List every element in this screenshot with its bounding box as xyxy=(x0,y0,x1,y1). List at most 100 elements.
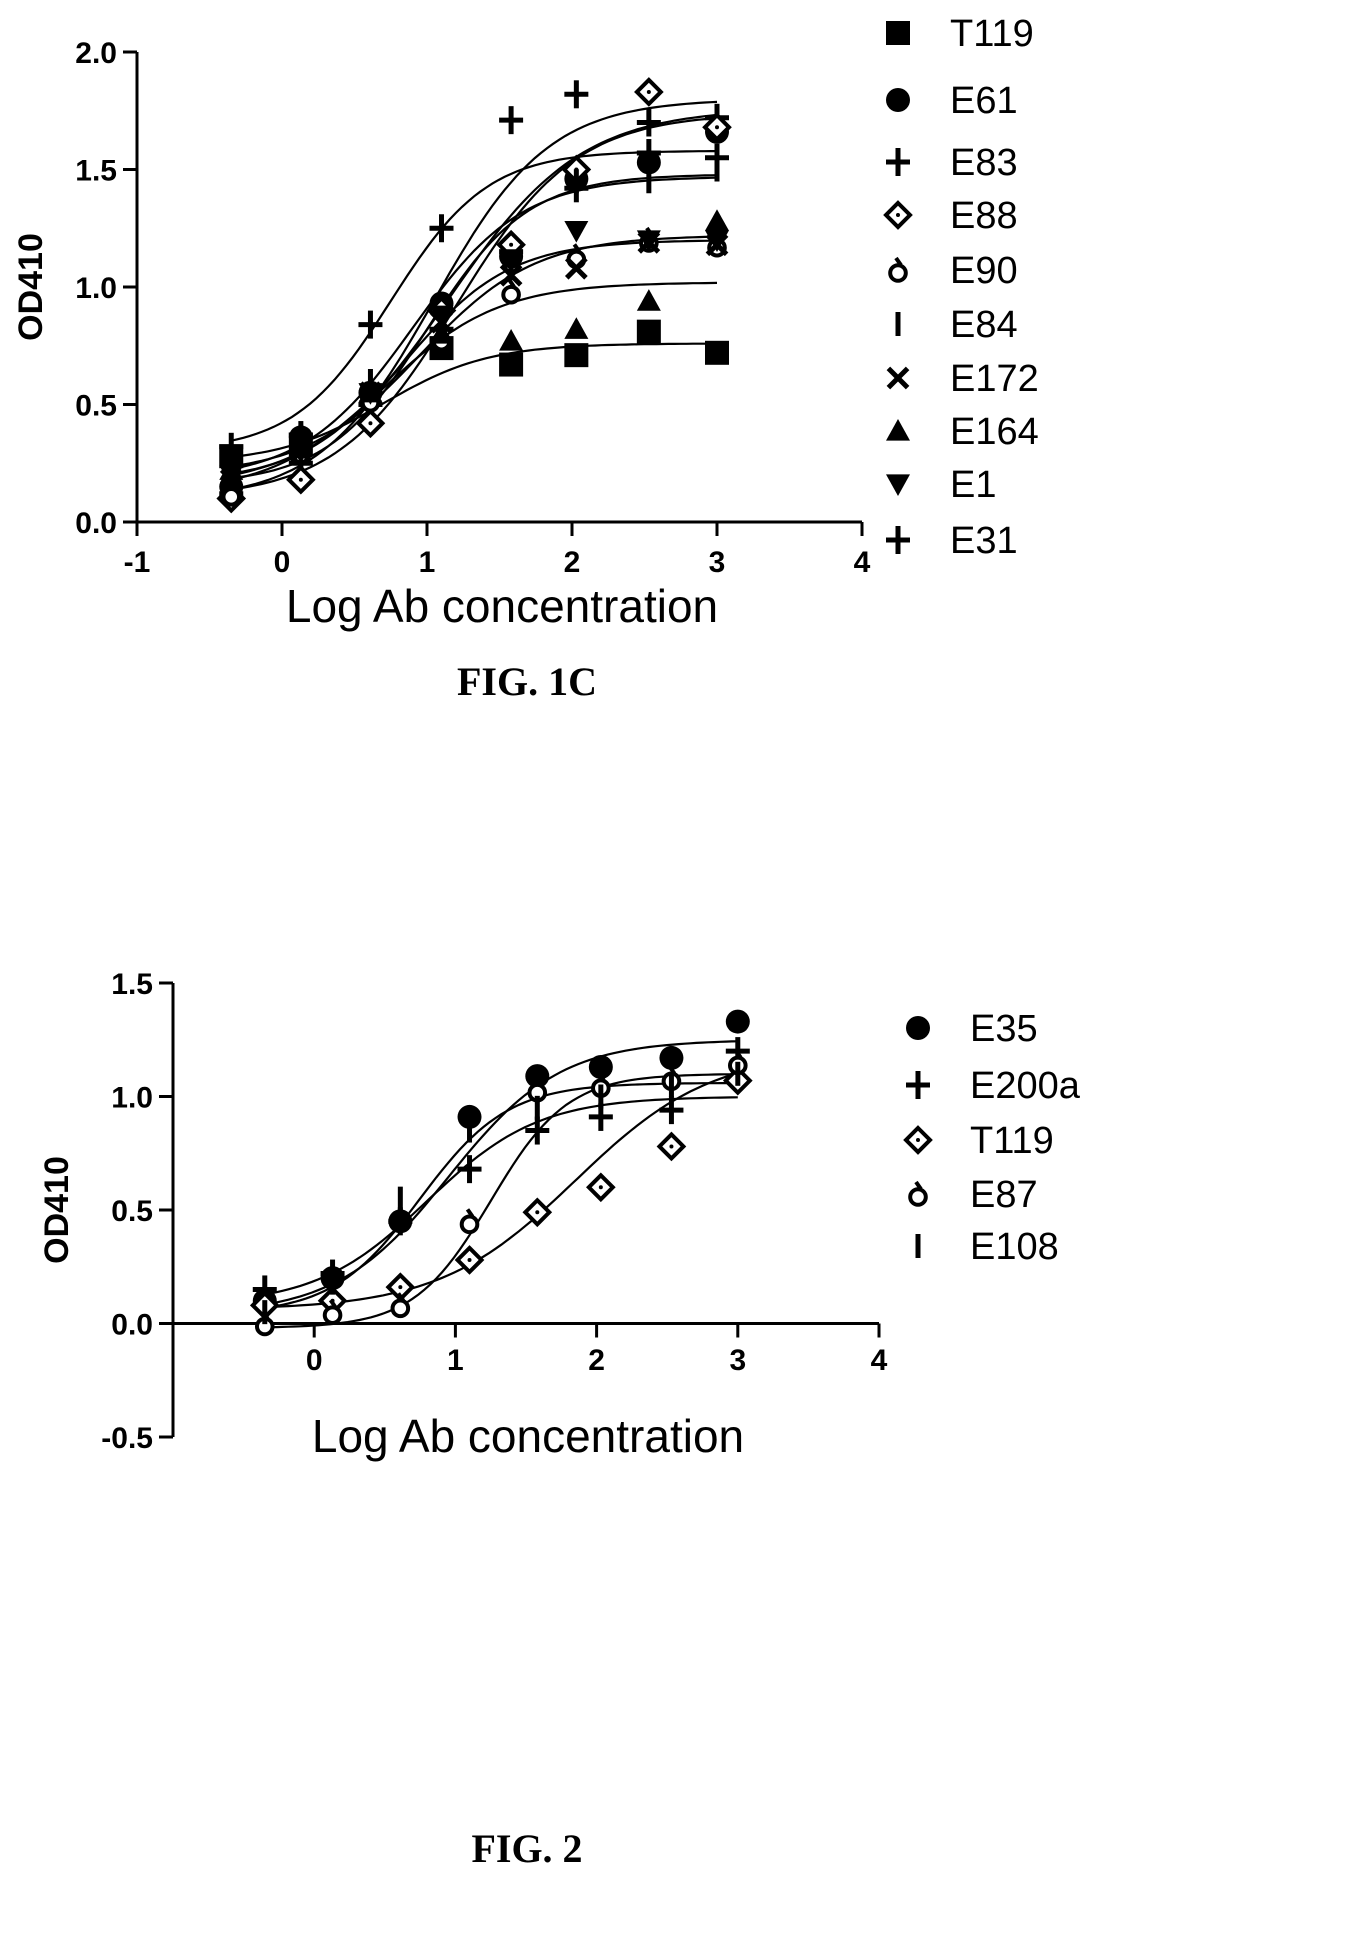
data-point-e1 xyxy=(219,465,244,487)
x-axis-title: Log Ab concentration xyxy=(286,580,718,632)
legend-marker-e35 xyxy=(906,1016,930,1040)
data-point-e1 xyxy=(636,230,661,252)
legend-label-e90: E90 xyxy=(950,250,1018,292)
data-point-e35 xyxy=(659,1045,684,1070)
data-point-e164 xyxy=(636,289,661,311)
data-point-e108 xyxy=(330,1270,336,1295)
data-point-e35 xyxy=(457,1104,482,1129)
fit-curve-e83 xyxy=(231,116,718,491)
data-point-e87 xyxy=(390,1292,411,1319)
legend-marker-e61 xyxy=(886,88,910,112)
data-point-e1 xyxy=(429,305,454,328)
data-point-t119 xyxy=(499,352,524,377)
data-point-e87 xyxy=(322,1299,343,1325)
data-point-e83 xyxy=(636,108,661,137)
y-tick-label: 1.5 xyxy=(75,155,117,188)
data-point-t119 xyxy=(564,343,589,368)
data-point-e35 xyxy=(588,1054,613,1079)
chart-fig-2: -0.5 0.0 0.5 1.0 1.5 0 1 2 3 4 OD410 Log Ab concent… xyxy=(38,968,1081,1871)
legend-marker-t119 xyxy=(886,21,910,45)
x-tick-label: 2 xyxy=(588,1344,605,1377)
data-point-e164 xyxy=(499,329,524,351)
y-tick-label: 0.0 xyxy=(75,507,117,540)
data-point-e108 xyxy=(668,1073,674,1098)
data-point-t119 xyxy=(656,1131,687,1162)
legend-marker-e84 xyxy=(895,312,901,336)
data-point-e172 xyxy=(564,256,588,280)
data-point-e31 xyxy=(499,106,524,135)
legend-label-e1: E1 xyxy=(950,464,996,506)
data-point-e108 xyxy=(735,1061,741,1086)
legend-marker-e1 xyxy=(886,474,910,496)
data-point-t119 xyxy=(454,1245,485,1275)
legend-label-e84: E84 xyxy=(950,304,1018,346)
legend-label-e172: E172 xyxy=(950,358,1039,400)
data-point-e1 xyxy=(499,249,524,271)
x-tick-label: 1 xyxy=(419,546,436,579)
data-point-e31 xyxy=(358,310,383,339)
data-point-t119 xyxy=(586,1172,616,1203)
legend-label-e88: E88 xyxy=(950,195,1018,237)
x-tick-label: 0 xyxy=(274,546,291,579)
legend-marker-t119 xyxy=(903,1125,933,1155)
x-tick-label: 4 xyxy=(854,546,871,579)
y-axis-title: OD410 xyxy=(12,233,50,341)
legend-label-e108: E108 xyxy=(970,1226,1059,1268)
data-point-e108 xyxy=(467,1118,473,1143)
chart-fig-1c: 0.0 0.5 1.0 1.5 2.0 -1 0 1 2 3 4 OD410 Log Ab concen… xyxy=(12,13,1039,704)
data-point-e88 xyxy=(702,112,732,143)
data-point-e108 xyxy=(534,1095,540,1120)
y-axis-title: OD410 xyxy=(38,1156,76,1264)
legend-marker-e164 xyxy=(886,419,910,441)
y-tick-label: 0.5 xyxy=(111,1195,153,1228)
data-point-e108 xyxy=(397,1186,403,1211)
data-point-e84 xyxy=(573,169,579,194)
fit-curve-e88 xyxy=(231,100,718,491)
x-tick-label: 1 xyxy=(447,1344,464,1377)
data-point-e1 xyxy=(288,441,313,464)
legend-marker-e200a xyxy=(906,1071,930,1099)
x-tick-label: 3 xyxy=(729,1344,746,1377)
legend-marker-e90 xyxy=(888,256,908,283)
data-point-e164 xyxy=(705,209,729,231)
data-point-e90 xyxy=(501,278,521,305)
data-point-e108 xyxy=(598,1084,604,1109)
x-axis-title: Log Ab concentration xyxy=(312,1410,744,1462)
x-tick-label: 0 xyxy=(306,1344,323,1377)
data-point-e88 xyxy=(634,77,664,107)
data-point-e1 xyxy=(358,383,383,405)
legend-label-t119: T119 xyxy=(970,1120,1054,1162)
data-point-t119 xyxy=(522,1197,553,1228)
legend-marker-e83 xyxy=(886,148,910,176)
data-point-e31 xyxy=(288,421,313,450)
figure-caption: FIG. 1C xyxy=(457,659,597,704)
y-tick-label: -0.5 xyxy=(101,1422,153,1455)
data-point-e31 xyxy=(219,432,244,461)
legend-marker-e172 xyxy=(886,366,910,390)
legend-label-e164: E164 xyxy=(950,411,1039,453)
legend-label-e31: E31 xyxy=(950,520,1018,562)
x-tick-label: 3 xyxy=(709,546,726,579)
data-point-e200a xyxy=(659,1096,684,1125)
legend-label-e83: E83 xyxy=(950,142,1018,184)
data-point-e200a xyxy=(525,1116,550,1145)
y-tick-label: 2.0 xyxy=(75,37,117,70)
data-point-e31 xyxy=(705,143,729,172)
fit-curve-e31 xyxy=(231,150,717,442)
data-point-e1 xyxy=(564,221,589,243)
data-point-e35 xyxy=(725,1009,750,1034)
legend-label-e35: E35 xyxy=(970,1008,1038,1050)
data-point-e35 xyxy=(525,1064,550,1089)
y-tick-label: 0.0 xyxy=(111,1309,153,1342)
fit-curve-e87 xyxy=(264,1073,738,1329)
y-tick-label: 1.5 xyxy=(111,968,153,1001)
data-point-e31 xyxy=(429,214,454,243)
legend-marker-e31 xyxy=(886,526,910,554)
y-tick-label: 0.5 xyxy=(75,390,117,423)
data-point-e200a xyxy=(457,1155,482,1184)
y-tick-label: 1.0 xyxy=(111,1082,153,1115)
data-point-t119 xyxy=(636,319,661,344)
legend-marker-e88 xyxy=(883,200,913,230)
data-point-e108 xyxy=(262,1300,268,1325)
